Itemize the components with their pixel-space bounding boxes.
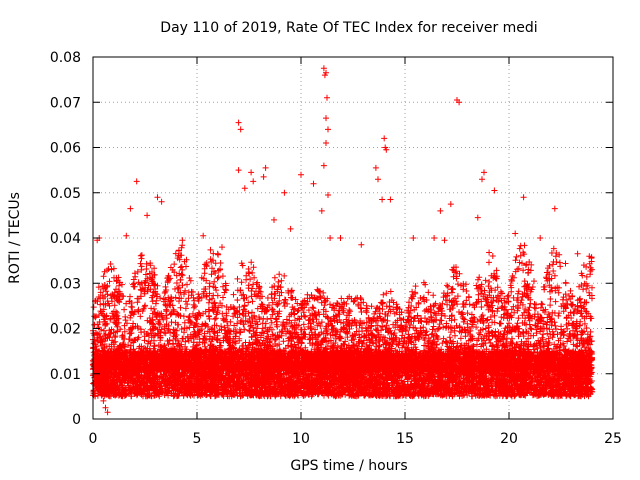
chart-title: Day 110 of 2019, Rate Of TEC Index for r… (160, 20, 537, 36)
x-tick-label: 10 (292, 431, 310, 447)
scatter-markers (90, 65, 596, 416)
y-tick-label: 0.04 (50, 231, 81, 247)
x-tick-label: 15 (396, 431, 414, 447)
y-tick-label: 0.02 (50, 322, 81, 338)
data-points (90, 65, 596, 416)
grid-lines (93, 57, 613, 419)
x-tick-label: 20 (500, 431, 518, 447)
y-axis-ticks: 0 0.01 0.02 0.03 0.04 0.05 0.06 0.07 0.08 (50, 50, 613, 428)
y-tick-label: 0.08 (50, 50, 81, 66)
x-axis-label: GPS time / hours (290, 458, 407, 474)
y-tick-label: 0.01 (50, 367, 81, 383)
y-tick-label: 0.03 (50, 276, 81, 292)
y-tick-label: 0.05 (50, 186, 81, 202)
x-axis-ticks: 0 5 10 15 20 25 (89, 57, 622, 447)
x-tick-label: 25 (604, 431, 622, 447)
x-tick-label: 5 (193, 431, 202, 447)
y-axis-label: ROTI / TECUs (7, 192, 23, 284)
x-tick-label: 0 (89, 431, 98, 447)
y-tick-label: 0 (72, 412, 81, 428)
y-tick-label: 0.07 (50, 95, 81, 111)
y-tick-label: 0.06 (50, 141, 81, 157)
